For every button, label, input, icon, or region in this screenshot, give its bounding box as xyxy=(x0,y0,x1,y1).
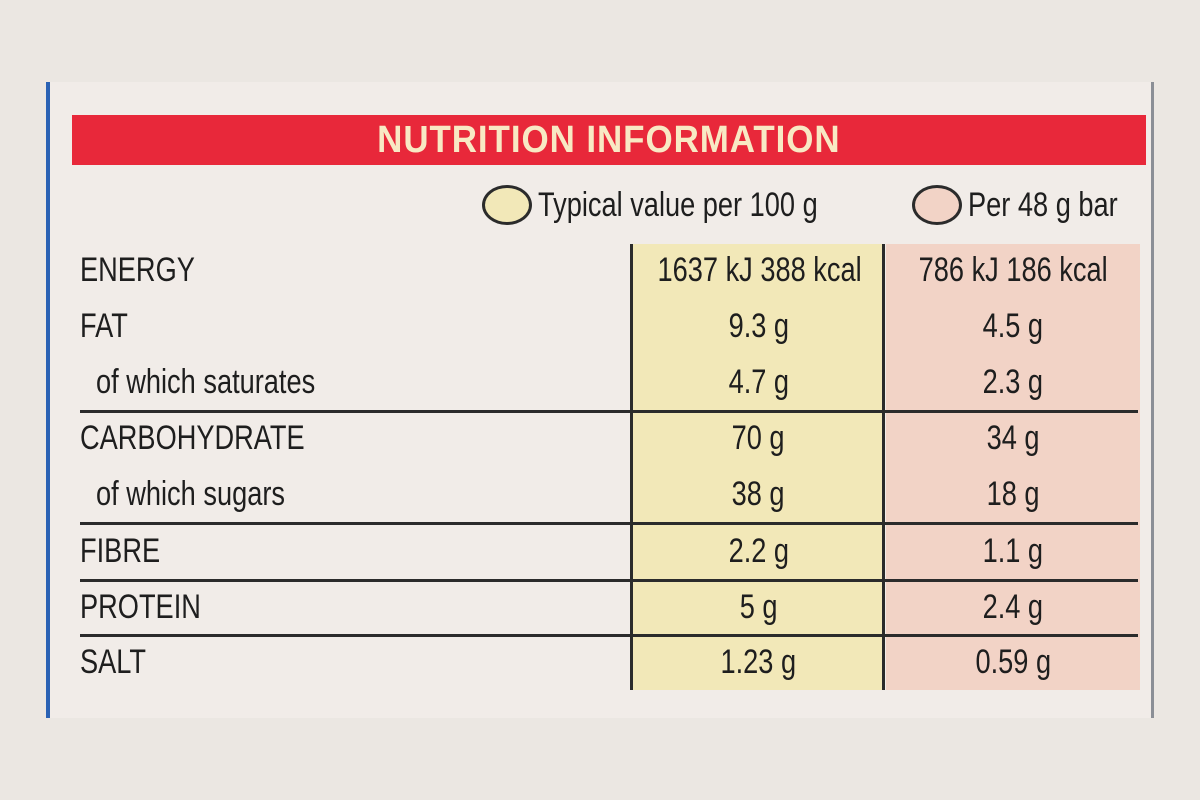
value-per-100g: 4.7 g xyxy=(728,363,789,401)
legend-per-100g-label: Typical value per 100 g xyxy=(538,185,818,224)
value-per-bar: 786 kJ 186 kcal xyxy=(918,251,1108,289)
nutrient-name: FAT xyxy=(80,307,128,345)
value-per-100g: 70 g xyxy=(732,419,785,457)
row-divider xyxy=(80,634,1138,637)
nutrient-name: of which saturates xyxy=(96,363,316,401)
legend-per-100g: Typical value per 100 g xyxy=(482,182,888,228)
value-per-100g: 5 g xyxy=(739,588,778,626)
table-row: of which sugars 38 g 18 g xyxy=(50,466,1150,522)
nutrient-name: of which sugars xyxy=(96,475,285,513)
table-row: of which saturates 4.7 g 2.3 g xyxy=(50,354,1150,410)
label-title: NUTRITION INFORMATION xyxy=(377,118,841,161)
nutrient-name: CARBOHYDRATE xyxy=(80,419,305,457)
table-row: FIBRE 2.2 g 1.1 g xyxy=(50,523,1150,579)
nutrient-name: ENERGY xyxy=(80,251,195,289)
value-per-bar: 4.5 g xyxy=(982,307,1044,345)
nutrient-name: SALT xyxy=(80,643,147,681)
value-per-100g: 1.23 g xyxy=(720,643,797,681)
nutrition-label: NUTRITION INFORMATION Typical value per … xyxy=(46,82,1154,718)
column-divider xyxy=(882,244,885,690)
nutrient-name: FIBRE xyxy=(80,532,161,570)
value-per-100g: 1637 kJ 388 kcal xyxy=(657,251,862,289)
table-row: FAT 9.3 g 4.5 g xyxy=(50,298,1150,354)
pink-circle-icon xyxy=(912,185,962,225)
value-per-bar: 0.59 g xyxy=(975,643,1051,681)
value-per-bar: 18 g xyxy=(986,475,1040,513)
legend-per-bar-label: Per 48 g bar xyxy=(968,185,1118,224)
table-row: SALT 1.23 g 0.59 g xyxy=(50,634,1150,690)
table-row: PROTEIN 5 g 2.4 g xyxy=(50,579,1150,635)
value-per-bar: 34 g xyxy=(986,419,1040,457)
table-row: CARBOHYDRATE 70 g 34 g xyxy=(50,410,1150,466)
row-divider xyxy=(80,410,1138,413)
value-per-100g: 2.2 g xyxy=(728,532,789,570)
value-per-bar: 1.1 g xyxy=(982,532,1044,570)
title-band: NUTRITION INFORMATION xyxy=(72,115,1146,165)
table-row: ENERGY 1637 kJ 388 kcal 786 kJ 186 kcal xyxy=(50,242,1150,298)
value-per-bar: 2.3 g xyxy=(982,363,1044,401)
row-divider xyxy=(80,522,1138,525)
nutrient-name: PROTEIN xyxy=(80,588,201,626)
legend-per-bar: Per 48 g bar xyxy=(912,182,1155,228)
value-per-100g: 38 g xyxy=(732,475,785,513)
row-divider xyxy=(80,579,1138,582)
value-per-bar: 2.4 g xyxy=(982,588,1044,626)
per-100g-column xyxy=(632,244,885,690)
column-divider xyxy=(630,244,633,690)
yellow-circle-icon xyxy=(482,185,532,225)
per-bar-column xyxy=(886,244,1140,690)
value-per-100g: 9.3 g xyxy=(728,307,789,345)
